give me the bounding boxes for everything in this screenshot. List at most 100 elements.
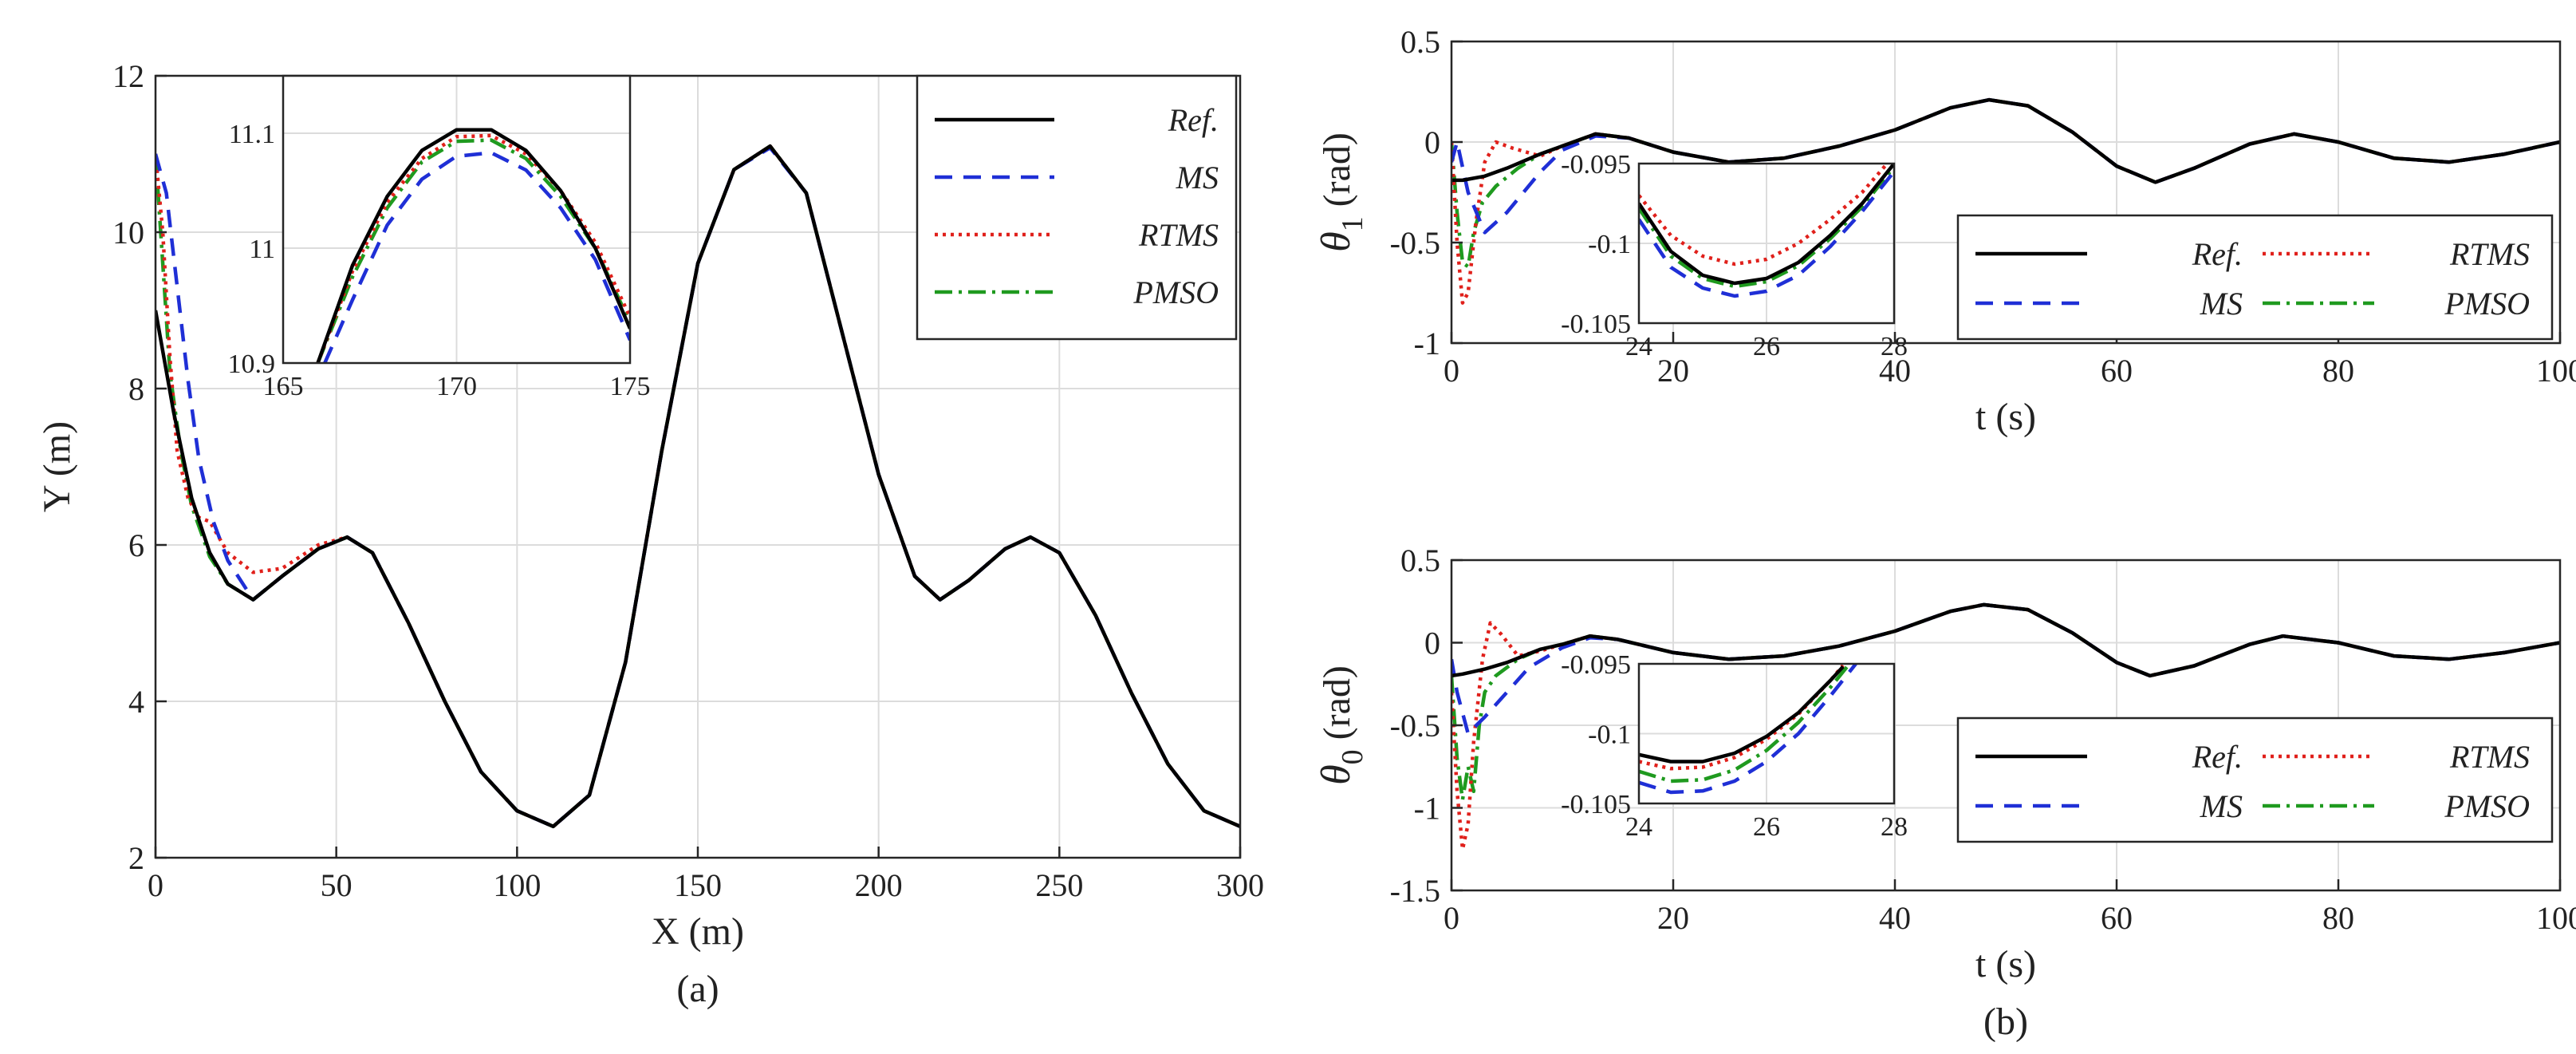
inset-tick-label-x: 24: [1625, 332, 1652, 361]
legend-label: RTMS: [2449, 236, 2530, 272]
a-inset-series-ms: [323, 151, 630, 363]
tick-label-x: 60: [2101, 900, 2133, 936]
y-axis-unit: (rad): [1316, 132, 1358, 207]
y-axis-label: θ0 (rad): [1314, 665, 1369, 785]
inset-tick-label-x: 28: [1881, 812, 1908, 842]
inset-tick-label-y: -0.1: [1588, 720, 1631, 750]
inset-tick-label-y: -0.1: [1588, 230, 1631, 259]
legend-label: RTMS: [1138, 217, 1219, 253]
caption-b0: (b): [1983, 1001, 2028, 1043]
inset-tick-label-y: 11: [249, 235, 275, 264]
series-group-b1: [1451, 97, 2560, 305]
legend-label: PMSO: [1132, 274, 1219, 310]
y-axis-label: θ1 (rad): [1314, 132, 1369, 252]
b0-series-ref: [1451, 602, 2560, 678]
tick-label-x: 20: [1657, 900, 1689, 936]
inset-tick-label-y: 11.1: [229, 120, 275, 149]
legend-label: Ref.: [2192, 236, 2243, 272]
y-axis-subscript: 0: [1336, 749, 1369, 764]
caption-a: (a): [676, 968, 719, 1010]
inset-tick-label-x: 26: [1753, 812, 1780, 842]
tick-label-x: 50: [321, 867, 353, 903]
legend-a: Ref. MS RTMS PMSO: [916, 74, 1238, 341]
tick-label-x: 80: [2322, 353, 2354, 389]
inset-tick-label-y: -0.095: [1561, 150, 1631, 180]
tick-label-x: 60: [2101, 353, 2133, 389]
x-axis-label: t (s): [1975, 396, 2036, 438]
tick-label-x: 200: [855, 867, 903, 903]
tick-label-y: -0.5: [1390, 708, 1440, 744]
a-inset-series-rtms: [316, 133, 630, 363]
legend-label: PMSO: [2444, 286, 2530, 322]
tick-label-y: -1.5: [1390, 873, 1440, 909]
inset-box: [282, 74, 632, 365]
inset-tick-label-x: 165: [263, 372, 304, 401]
b1-inset-series-rtms: [1639, 164, 1890, 266]
y-axis-symbol: θ: [1314, 764, 1359, 785]
legend-label: Ref.: [1168, 102, 1219, 138]
y-axis-subscript: 1: [1336, 216, 1369, 231]
inset-box: [1637, 662, 1896, 805]
inset-series-group: [1639, 164, 1894, 298]
tick-label-x: 300: [1216, 867, 1264, 903]
chart-a: 0 50 100 150 200 250 300 2 4 6 8 10 12 X (m) Y (m) (a) 1…: [36, 58, 1264, 1010]
tick-label-x: 20: [1657, 353, 1689, 389]
inset-tick-label-x: 170: [436, 372, 477, 401]
tick-label-x: 0: [1444, 900, 1459, 936]
legend-label: MS: [2200, 788, 2243, 824]
inset-box: [1637, 162, 1896, 325]
inset-tick-label-x: 28: [1881, 332, 1908, 361]
tick-label-x: 40: [1879, 353, 1911, 389]
inset-tick-label-y: -0.105: [1561, 790, 1631, 819]
inset-a: 165 170 175 10.9 11 11.1: [228, 74, 651, 401]
tick-label-y: 2: [128, 840, 144, 876]
b0-inset-series-ms: [1639, 664, 1857, 795]
tick-label-y: 0.5: [1400, 24, 1440, 60]
tick-label-x: 100: [493, 867, 541, 903]
y-axis-symbol: θ: [1314, 231, 1359, 252]
x-axis-label: t (s): [1975, 943, 2036, 985]
inset-tick-label-x: 175: [610, 372, 651, 401]
legend-box: [1956, 214, 2554, 341]
tick-label-y: 12: [112, 58, 144, 94]
inset-tick-label-x: 24: [1625, 812, 1652, 842]
b1-inset-series-pmso: [1639, 165, 1894, 289]
inset-tick-label-x: 26: [1753, 332, 1780, 361]
inset-b1: 24 26 28 -0.095 -0.1 -0.105: [1561, 150, 1908, 361]
tick-label-y: 8: [128, 371, 144, 407]
y-axis-unit: (rad): [1316, 665, 1358, 740]
tick-label-y: 0.5: [1400, 543, 1440, 578]
tick-label-y: -0.5: [1390, 225, 1440, 261]
tick-label-y: -1: [1414, 791, 1440, 827]
inset-series-group: [316, 128, 630, 363]
inset-series-group: [1639, 664, 1857, 795]
legend-box: [1956, 716, 2554, 843]
a-inset-series-ref: [316, 128, 630, 363]
chart-b0: 0 20 40 60 80 100-1.5-1-0.500.5t (s)θ0(rad)(b…: [1314, 543, 2576, 1043]
b1-series-ref: [1451, 97, 2560, 184]
tick-label-y: 6: [128, 527, 144, 563]
tick-label-y: -1: [1414, 326, 1440, 361]
legend-b0: Ref. RTMS MS PMSO: [1956, 716, 2554, 843]
tick-label-x: 250: [1035, 867, 1083, 903]
legend-label: MS: [2200, 286, 2243, 322]
axes-box-b1: [1450, 40, 2562, 345]
chart-b1: 0 20 40 60 80 100 -1 -0.5 0 0.5 t (s) θ1 (rad) 24 26 28…: [1314, 24, 2576, 438]
tick-label-y: 4: [128, 684, 144, 720]
legend-label: PMSO: [2444, 788, 2530, 824]
a-series-ref: [156, 144, 1240, 829]
legend-label: RTMS: [2449, 739, 2530, 775]
b1-inset-series-ms: [1639, 170, 1894, 298]
tick-label-x: 0: [148, 867, 163, 903]
legend-b1: Ref. RTMS MS PMSO: [1956, 214, 2554, 341]
series-group-a: [156, 144, 1240, 829]
tick-label-y: 0: [1424, 626, 1440, 661]
b0-inset-series-pmso: [1639, 664, 1851, 784]
inset-tick-label-y: 10.9: [228, 349, 276, 379]
x-axis-label: X (m): [652, 910, 744, 953]
inset-tick-label-y: -0.095: [1561, 650, 1631, 680]
tick-label-y: 10: [112, 215, 144, 251]
b1-inset-series-ref: [1639, 164, 1894, 286]
inset-tick-label-y: -0.105: [1561, 310, 1631, 339]
